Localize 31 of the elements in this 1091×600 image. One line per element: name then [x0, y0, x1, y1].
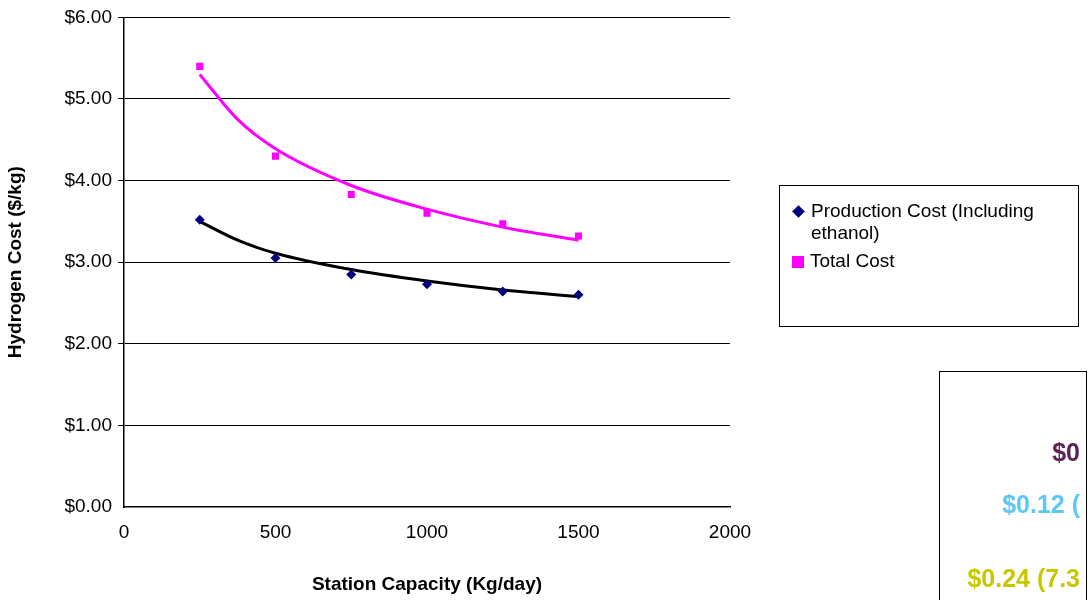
x-tick-label: 500	[259, 520, 292, 542]
y-tick-label: $0.00	[64, 495, 112, 517]
point	[270, 253, 281, 264]
point	[499, 220, 507, 228]
point	[194, 214, 205, 225]
text: $0.12 (	[1002, 490, 1080, 519]
x-tick-label: 1000	[405, 520, 449, 542]
legend-label: Production Cost (Including ethanol)	[811, 200, 1035, 244]
y-axis-title: Hydrogen Cost ($/kg)	[3, 166, 25, 359]
legend-label: Total Cost	[810, 250, 895, 272]
y-tick-label: $2.00	[64, 332, 112, 354]
x-tick-label: 0	[118, 520, 130, 542]
point	[573, 289, 584, 300]
y-tick-label: $3.00	[64, 250, 112, 272]
point	[196, 62, 204, 70]
point	[346, 269, 357, 280]
x-axis-title: Station Capacity (Kg/day)	[311, 572, 543, 594]
y-tick-label: $1.00	[64, 413, 112, 435]
x-tick-label: 2000	[708, 520, 752, 542]
point	[574, 232, 583, 240]
point	[347, 190, 355, 199]
point	[422, 279, 432, 290]
x-tick-label: 1500	[557, 520, 600, 542]
y-tick-label: $6.00	[64, 5, 112, 27]
y-tick-label: $4.00	[64, 168, 112, 190]
text: $0	[1052, 438, 1080, 467]
text: $0.24 (7.3	[967, 564, 1080, 593]
point	[423, 209, 431, 217]
y-tick-label: $5.00	[64, 87, 112, 109]
point	[271, 152, 280, 160]
point	[497, 286, 508, 297]
